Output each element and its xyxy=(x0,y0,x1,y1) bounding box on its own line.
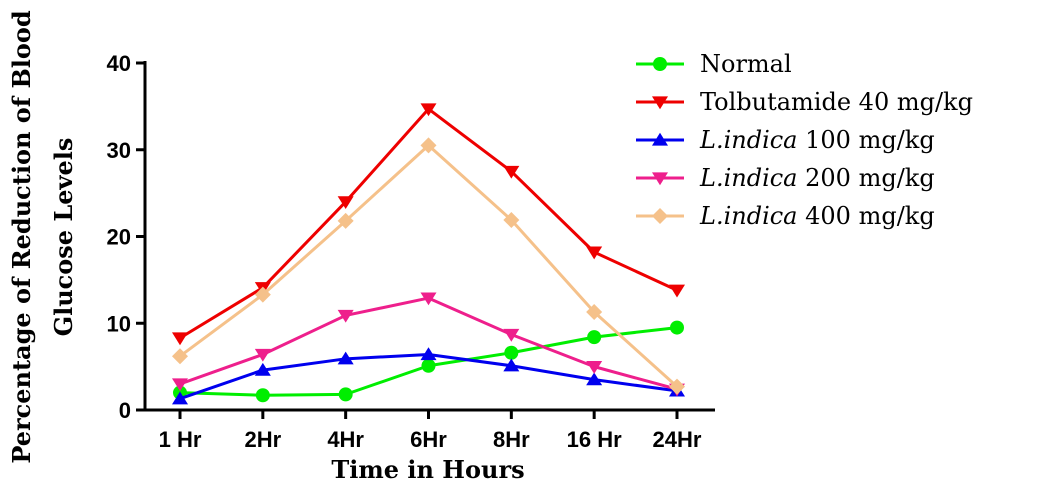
series-3 xyxy=(172,347,685,405)
legend-label: Normal xyxy=(700,50,792,78)
y-tick-label: 40 xyxy=(107,51,131,76)
data-point xyxy=(586,303,603,320)
legend-item: L.indica 100 mg/kg xyxy=(636,126,935,154)
data-point xyxy=(586,372,603,386)
data-point xyxy=(586,361,603,374)
legend-label-text: 200 mg/kg xyxy=(798,164,935,192)
x-tick-label: 2Hr xyxy=(244,427,281,452)
x-tick-label: 24Hr xyxy=(653,427,702,452)
data-point xyxy=(337,309,354,323)
series-5 xyxy=(172,137,685,395)
legend-label: Tolbutamide 40 mg/kg xyxy=(700,88,973,116)
data-point xyxy=(669,378,685,395)
data-point xyxy=(338,387,353,402)
y-axis-title: Percentage of Reduction of Blood Glucose… xyxy=(7,10,78,464)
data-point xyxy=(172,332,188,346)
data-point xyxy=(420,347,437,361)
series-line xyxy=(179,296,678,391)
legend-label-italic: L.indica xyxy=(699,164,798,192)
data-point xyxy=(669,284,685,298)
series-4 xyxy=(172,292,685,397)
legend-swatch-marker xyxy=(652,208,668,224)
y-tick-label: 20 xyxy=(107,225,131,250)
x-tick-label: 6Hr xyxy=(410,427,447,452)
data-point xyxy=(172,378,188,392)
data-point xyxy=(254,362,271,376)
legend-item: L.indica 200 mg/kg xyxy=(636,164,935,192)
data-point xyxy=(337,196,354,209)
legend-item: Normal xyxy=(636,50,792,78)
legend-label-text: 100 mg/kg xyxy=(798,126,935,154)
legend-swatch-marker xyxy=(652,172,668,186)
data-point xyxy=(172,348,188,365)
legend-item: L.indica 400 mg/kg xyxy=(636,202,935,230)
data-point xyxy=(586,246,603,260)
y-axis: 0 10 20 30 40 xyxy=(107,51,147,423)
data-point xyxy=(420,137,437,154)
data-point xyxy=(503,328,520,342)
y-tick-label: 0 xyxy=(119,398,131,423)
data-point xyxy=(503,358,520,372)
x-tick-label: 16 Hr xyxy=(567,427,622,452)
x-tick-label: 4Hr xyxy=(327,427,364,452)
series-1 xyxy=(173,320,684,403)
data-point xyxy=(503,165,520,179)
data-point xyxy=(587,330,602,345)
data-point xyxy=(421,358,436,373)
data-point xyxy=(172,391,188,405)
x-tick-label: 1 Hr xyxy=(159,427,202,452)
y-axis-title-line-2: Glucose Levels xyxy=(49,138,78,337)
y-tick-label: 10 xyxy=(107,311,131,336)
legend-label-text: 400 mg/kg xyxy=(798,202,935,230)
legend-label: L.indica 200 mg/kg xyxy=(699,164,935,192)
data-point xyxy=(670,320,684,335)
data-point xyxy=(337,351,354,365)
x-axis-title: Time in Hours xyxy=(331,455,524,484)
legend-swatch-marker xyxy=(652,96,668,110)
data-point xyxy=(337,212,354,229)
legend-label: L.indica 400 mg/kg xyxy=(699,202,935,230)
legend-label: L.indica 100 mg/kg xyxy=(699,126,935,154)
legend-swatch-marker xyxy=(653,57,667,71)
y-tick-label: 30 xyxy=(107,138,131,163)
data-point xyxy=(254,286,271,303)
y-axis-title-line-1: Percentage of Reduction of Blood xyxy=(7,10,36,464)
data-point xyxy=(503,212,520,229)
legend-item: Tolbutamide 40 mg/kg xyxy=(636,88,973,116)
legend-label-text: Normal xyxy=(700,50,792,78)
x-axis: 1 Hr 2Hr 4Hr 6Hr 8Hr 16 Hr 24Hr xyxy=(143,408,715,452)
legend-swatch-marker xyxy=(652,132,668,146)
legend-label-text: Tolbutamide 40 mg/kg xyxy=(700,88,973,116)
data-point xyxy=(254,348,271,362)
legend-label-italic: L.indica xyxy=(699,126,798,154)
legend-label-italic: L.indica xyxy=(699,202,798,230)
x-tick-label: 8Hr xyxy=(493,427,530,452)
series-layer xyxy=(172,103,685,405)
data-point xyxy=(255,388,270,403)
data-point xyxy=(420,103,437,117)
legend: Normal Tolbutamide 40 mg/kg L.indica 100 m… xyxy=(636,50,973,230)
data-point xyxy=(420,292,437,306)
data-point xyxy=(504,345,519,360)
